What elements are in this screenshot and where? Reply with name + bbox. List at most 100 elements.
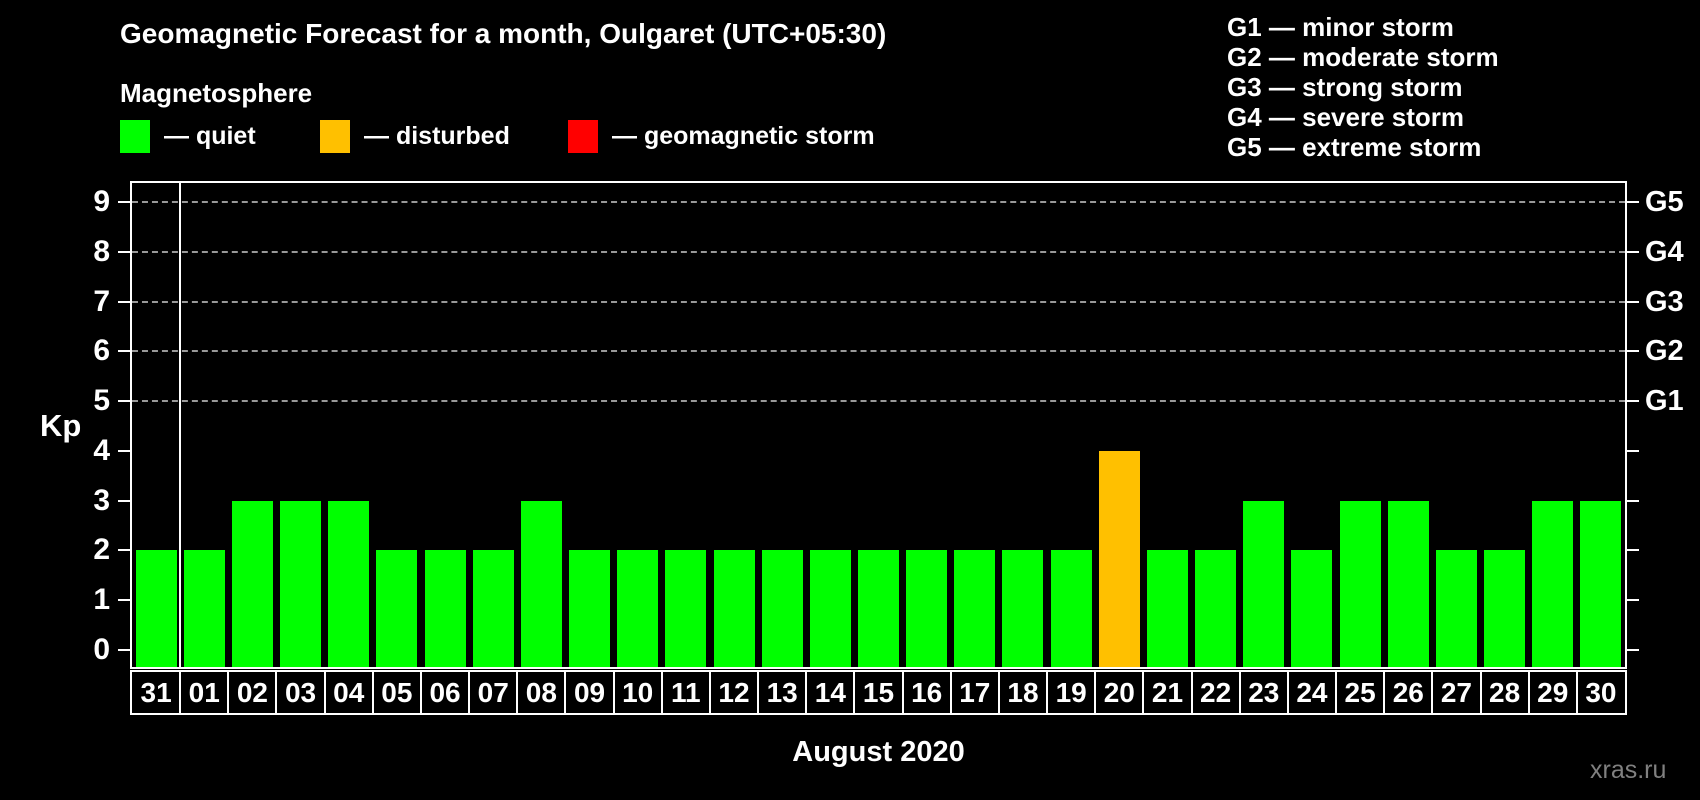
- legend-label-storm: — geomagnetic storm: [612, 121, 875, 150]
- day-box-divider: [1479, 672, 1482, 713]
- day-box-divider: [1383, 672, 1386, 713]
- day-label-06: 06: [429, 677, 461, 708]
- day-box-divider: [853, 672, 856, 713]
- g-level-label-g2: G2: [1645, 335, 1684, 368]
- g-level-label-g3: G3: [1645, 285, 1684, 318]
- bar-day-22: [1195, 550, 1237, 667]
- gridline-kp8: [132, 250, 1625, 253]
- bar-day-13: [761, 550, 803, 667]
- g-level-label-g5: G5: [1645, 185, 1684, 218]
- bar-day-17: [954, 550, 996, 667]
- bar-day-29: [1532, 500, 1574, 667]
- day-label-29: 29: [1537, 677, 1569, 708]
- day-box-divider: [757, 672, 760, 713]
- watermark: xras.ru: [1590, 756, 1667, 784]
- bar-day-19: [1050, 550, 1092, 667]
- day-label-16: 16: [911, 677, 943, 708]
- day-label-24: 24: [1296, 677, 1328, 708]
- day-label-23: 23: [1248, 677, 1280, 708]
- day-box-divider: [1190, 672, 1193, 713]
- day-label-28: 28: [1489, 677, 1521, 708]
- x-axis-day-labels: 31 01 02 03 04 05 06 07 08 09 10 11 12 13 14 15 16 17 18 19…: [130, 670, 1627, 715]
- bar-day-08: [520, 500, 562, 667]
- day-box-divider: [275, 672, 278, 713]
- day-box-divider: [949, 672, 952, 713]
- y-tick-right-5: [1627, 400, 1639, 403]
- y-tick-label-4: 4: [93, 433, 110, 467]
- plot-area: [130, 181, 1627, 669]
- day-box-divider: [805, 672, 808, 713]
- y-tick-label-6: 6: [93, 334, 110, 368]
- g-level-label-g1: G1: [1645, 385, 1684, 418]
- bar-day-21: [1146, 550, 1188, 667]
- day-label-19: 19: [1055, 677, 1087, 708]
- day-box-divider: [1046, 672, 1049, 713]
- y-tick-left-3: [118, 499, 130, 502]
- legend-label-quiet: — quiet: [164, 121, 256, 150]
- y-tick-label-8: 8: [93, 234, 110, 268]
- bar-day-26: [1387, 500, 1429, 667]
- quiet-color-swatch: [120, 119, 150, 153]
- gridline-kp9: [132, 200, 1625, 203]
- day-box-divider: [1527, 672, 1530, 713]
- storm-scale-g2: G2 — moderate storm: [1227, 42, 1499, 72]
- day-box-divider: [371, 672, 374, 713]
- bar-day-18: [1002, 550, 1044, 667]
- y-tick-left-9: [118, 200, 130, 203]
- storm-scale-g4: G4 — severe storm: [1227, 102, 1465, 132]
- y-tick-label-7: 7: [93, 284, 110, 318]
- day-label-13: 13: [766, 677, 798, 708]
- day-label-04: 04: [333, 677, 365, 708]
- day-label-14: 14: [814, 677, 846, 708]
- day-box-divider: [227, 672, 230, 713]
- day-box-divider: [901, 672, 904, 713]
- day-box-divider: [1142, 672, 1145, 713]
- day-label-21: 21: [1151, 677, 1184, 708]
- y-tick-right-6: [1627, 350, 1639, 353]
- y-tick-left-7: [118, 300, 130, 303]
- legend-label-disturbed: — disturbed: [364, 121, 510, 150]
- day-label-20: 20: [1103, 677, 1135, 708]
- bar-day-12: [713, 550, 755, 667]
- month-separator-line: [179, 183, 182, 667]
- day-box-divider: [1094, 672, 1097, 713]
- day-label-22: 22: [1200, 677, 1232, 708]
- bar-day-28: [1484, 550, 1526, 667]
- storm-scale-g3: G3 — strong storm: [1227, 72, 1463, 102]
- day-box-divider: [612, 672, 615, 713]
- bar-day-30: [1580, 500, 1622, 667]
- bar-day-02: [231, 500, 273, 667]
- y-tick-label-2: 2: [93, 533, 110, 567]
- day-box-divider: [708, 672, 711, 713]
- day-label-30: 30: [1585, 677, 1617, 708]
- y-tick-right-8: [1627, 250, 1639, 253]
- y-tick-left-4: [118, 449, 130, 452]
- y-tick-left-1: [118, 599, 130, 602]
- day-box-divider: [1431, 672, 1434, 713]
- bar-day-11: [665, 550, 707, 667]
- bar-day-06: [424, 550, 466, 667]
- bar-day-15: [858, 550, 899, 667]
- y-tick-label-0: 0: [93, 633, 110, 666]
- day-box-divider: [1575, 672, 1578, 713]
- day-box-divider: [468, 672, 471, 713]
- bar-day-03: [280, 500, 322, 667]
- storm-color-swatch: [568, 119, 598, 153]
- day-box-divider: [179, 672, 182, 713]
- magnetosphere-subtitle: Magnetosphere: [120, 78, 313, 108]
- day-box-divider: [660, 672, 663, 713]
- day-box-divider: [419, 672, 422, 713]
- y-tick-right-1: [1627, 599, 1639, 602]
- bar-day-23: [1243, 500, 1285, 667]
- day-box-divider: [323, 672, 326, 713]
- day-label-03: 03: [284, 677, 317, 708]
- day-label-01: 01: [188, 677, 220, 708]
- day-label-05: 05: [381, 677, 413, 708]
- y-tick-right-2: [1627, 549, 1639, 552]
- y-tick-label-5: 5: [93, 384, 110, 418]
- gridline-kp5: [132, 400, 1625, 403]
- day-label-17: 17: [959, 677, 991, 708]
- y-tick-right-3: [1627, 499, 1639, 502]
- y-tick-right-0: [1627, 649, 1639, 651]
